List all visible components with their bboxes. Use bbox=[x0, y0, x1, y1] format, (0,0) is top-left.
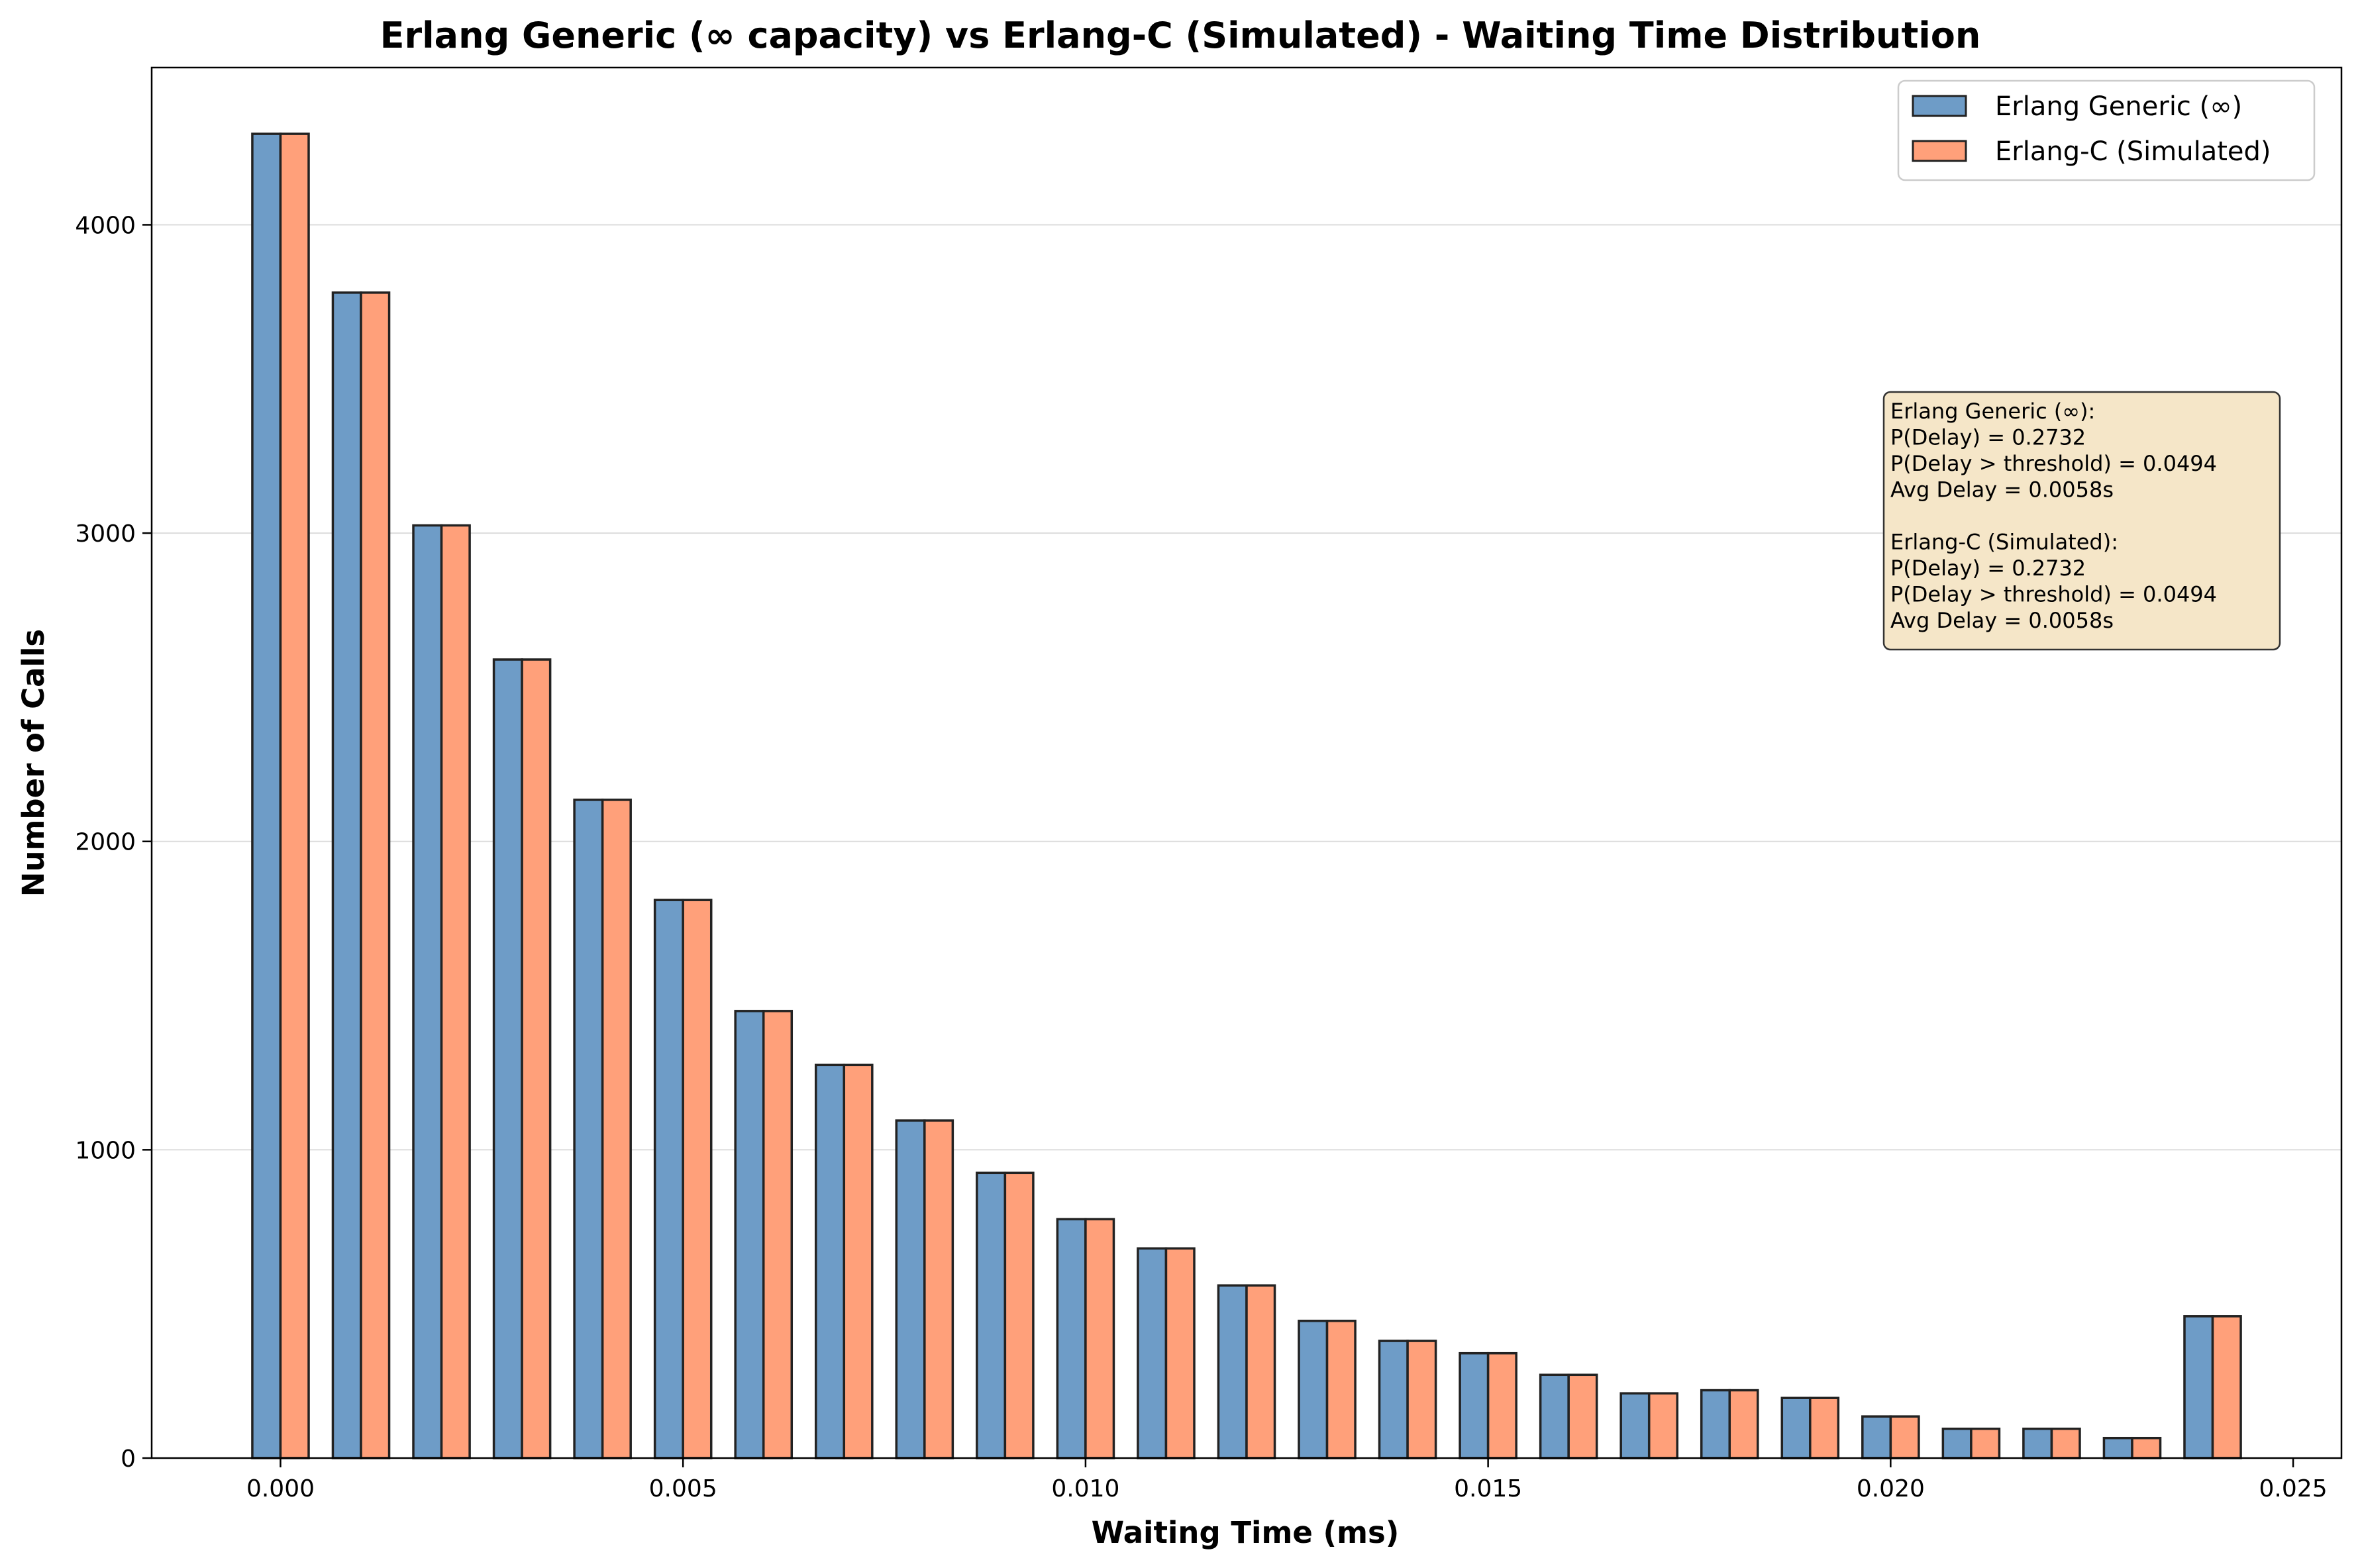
annotation-line: P(Delay > threshold) = 0.0494 bbox=[1890, 582, 2217, 607]
annotation-line: P(Delay) = 0.2732 bbox=[1890, 425, 2086, 450]
bar-erlang-generic bbox=[1861, 1415, 1892, 1459]
bar-erlang-c bbox=[1164, 1247, 1196, 1459]
bar-erlang-generic bbox=[1459, 1351, 1490, 1459]
bar-erlang-c bbox=[1325, 1320, 1357, 1459]
bar-erlang-generic bbox=[734, 1010, 765, 1459]
bar-erlang-c bbox=[843, 1063, 874, 1459]
bar-erlang-c bbox=[923, 1119, 954, 1459]
bar-erlang-c bbox=[360, 291, 391, 1459]
annotation-box bbox=[1882, 391, 2281, 651]
bar-erlang-c bbox=[1003, 1171, 1035, 1459]
annotation-line: P(Delay > threshold) = 0.0494 bbox=[1890, 451, 2217, 476]
y-tick-label: 2000 bbox=[75, 829, 136, 856]
y-tick-label: 3000 bbox=[75, 520, 136, 548]
plot-frame bbox=[150, 66, 2343, 1459]
bar-erlang-generic bbox=[1217, 1284, 1248, 1459]
bar-erlang-generic bbox=[1941, 1428, 1973, 1459]
bar-erlang-generic bbox=[1619, 1392, 1651, 1459]
legend: Erlang Generic (∞) Erlang-C (Simulated) bbox=[1897, 79, 2316, 181]
axis-ticks: 0.000 0.005 0.010 0.015 0.020 0.025 0 1000 2000 3… bbox=[75, 212, 2327, 1502]
bar-erlang-c bbox=[2211, 1315, 2242, 1459]
bar-erlang-generic bbox=[331, 291, 362, 1459]
annotation-line: P(Delay) = 0.2732 bbox=[1890, 556, 2086, 581]
bar-erlang-generic bbox=[251, 132, 282, 1459]
legend-swatch bbox=[1912, 95, 1967, 117]
x-tick-label: 0.015 bbox=[1454, 1475, 1522, 1502]
legend-swatch bbox=[1912, 140, 1967, 162]
legend-label: Erlang-C (Simulated) bbox=[1995, 136, 2271, 167]
bar-erlang-c bbox=[601, 799, 632, 1459]
bar-erlang-generic bbox=[573, 799, 604, 1459]
x-tick-label: 0.010 bbox=[1051, 1475, 1119, 1502]
annotation-line: Avg Delay = 0.0058s bbox=[1890, 608, 2114, 633]
x-tick-label: 0.020 bbox=[1857, 1475, 1925, 1502]
bar-erlang-c bbox=[1486, 1351, 1517, 1459]
bar-erlang-c bbox=[1406, 1340, 1437, 1459]
chart-title: Erlang Generic (∞ capacity) vs Erlang-C … bbox=[380, 15, 1981, 56]
bar-erlang-generic bbox=[2183, 1315, 2214, 1459]
bar-erlang-generic bbox=[1056, 1218, 1087, 1459]
x-tick-label: 0.000 bbox=[246, 1475, 315, 1502]
annotation-line: Erlang Generic (∞): bbox=[1890, 399, 2095, 424]
bar-erlang-generic bbox=[653, 899, 684, 1459]
bar-erlang-c bbox=[1889, 1415, 1920, 1459]
stats-annotation: Erlang Generic (∞):P(Delay) = 0.2732P(De… bbox=[1882, 391, 2281, 651]
bar-erlang-c bbox=[1970, 1428, 2001, 1459]
bar-erlang-c bbox=[440, 524, 471, 1459]
bar-erlang-generic bbox=[412, 524, 443, 1459]
bar-erlang-generic bbox=[1539, 1373, 1570, 1459]
bar-erlang-c bbox=[1567, 1373, 1598, 1459]
bar-erlang-c bbox=[2131, 1436, 2162, 1459]
bar-erlang-c bbox=[762, 1010, 794, 1459]
bar-erlang-c bbox=[1245, 1284, 1276, 1459]
legend-label: Erlang Generic (∞) bbox=[1995, 91, 2242, 122]
bar-erlang-generic bbox=[1378, 1340, 1409, 1459]
bar-erlang-generic bbox=[2022, 1428, 2053, 1459]
bar-erlang-generic bbox=[895, 1119, 926, 1459]
x-tick-label: 0.025 bbox=[2259, 1475, 2328, 1502]
bar-erlang-c bbox=[2050, 1428, 2081, 1459]
x-axis-label: Waiting Time (ms) bbox=[1092, 1515, 1400, 1550]
legend-box bbox=[1897, 79, 2316, 181]
bar-erlang-generic bbox=[2102, 1436, 2133, 1459]
annotation-line: Erlang-C (Simulated): bbox=[1890, 530, 2118, 555]
x-tick-label: 0.005 bbox=[649, 1475, 717, 1502]
bar-erlang-c bbox=[521, 658, 552, 1459]
bar-erlang-generic bbox=[1780, 1396, 1812, 1459]
y-tick-label: 1000 bbox=[75, 1137, 136, 1164]
bar-erlang-generic bbox=[1700, 1389, 1731, 1459]
annotation-line: Avg Delay = 0.0058s bbox=[1890, 477, 2114, 503]
bar-erlang-c bbox=[1809, 1396, 1840, 1459]
bar-erlang-c bbox=[1084, 1218, 1115, 1459]
bar-erlang-generic bbox=[814, 1063, 846, 1459]
y-tick-label: 4000 bbox=[75, 212, 136, 239]
bar-erlang-c bbox=[279, 132, 310, 1459]
bar-erlang-c bbox=[682, 899, 713, 1459]
y-axis-label: Number of Calls bbox=[16, 629, 51, 897]
bar-erlang-generic bbox=[976, 1171, 1007, 1459]
bar-erlang-generic bbox=[492, 658, 523, 1459]
bar-erlang-generic bbox=[1298, 1320, 1329, 1459]
y-tick-label: 0 bbox=[121, 1446, 136, 1473]
bar-erlang-c bbox=[1728, 1389, 1759, 1459]
bar-erlang-generic bbox=[1137, 1247, 1168, 1459]
bar-erlang-c bbox=[1647, 1392, 1679, 1459]
